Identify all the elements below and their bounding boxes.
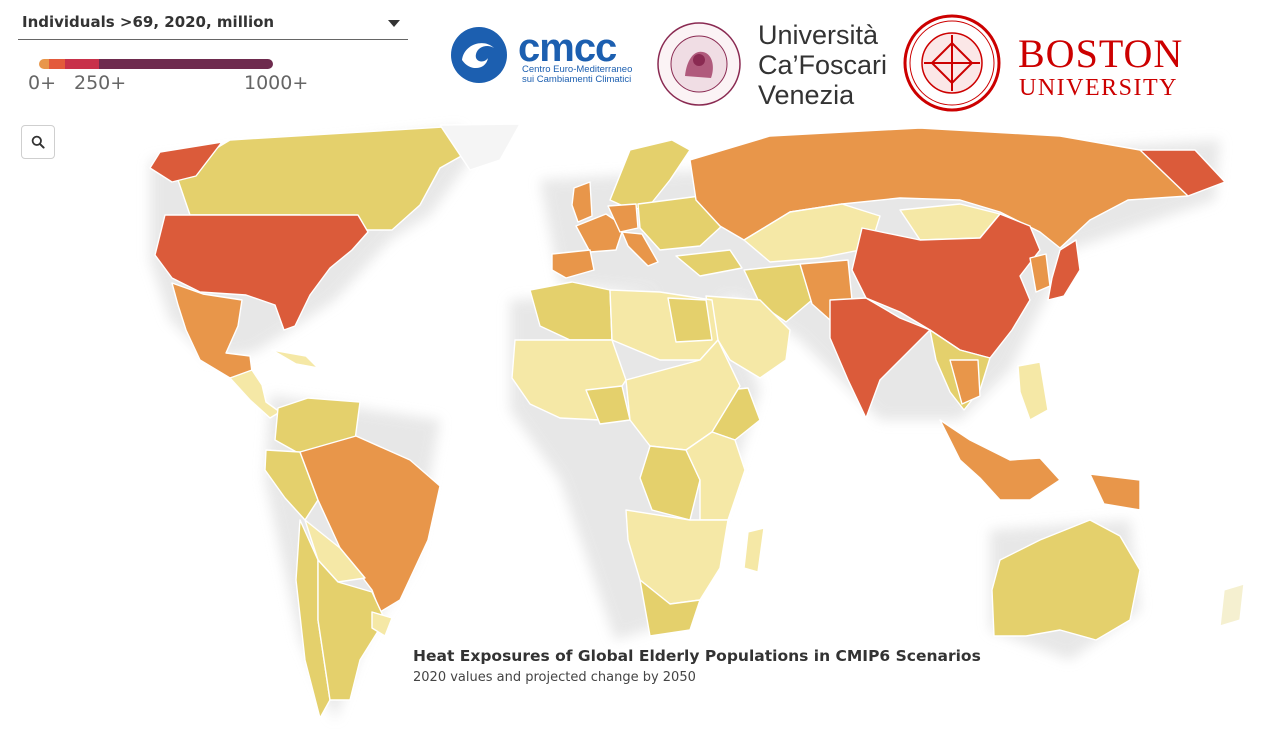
map-country-spain[interactable] (551, 249, 595, 279)
map-country-turkey[interactable] (675, 249, 743, 277)
cmcc-wordmark: cmcc (518, 26, 617, 70)
map-country-russia-far-east[interactable] (1139, 149, 1226, 197)
cafoscari-seal-icon (657, 22, 741, 106)
legend-label-mid: 250+ (74, 72, 127, 94)
map-country-germany[interactable] (607, 203, 639, 233)
map-country-australia[interactable] (991, 519, 1141, 641)
map-country-uruguay[interactable] (371, 611, 393, 637)
cafoscari-line2: Ca’Foscari (758, 50, 888, 80)
map-country-france[interactable] (575, 213, 625, 253)
chevron-down-icon (388, 20, 400, 27)
map-country-india[interactable] (829, 297, 931, 419)
cmcc-logo-icon (451, 27, 507, 83)
boston-line1: BOSTON (1018, 31, 1184, 76)
map-country-south-africa[interactable] (639, 579, 701, 637)
map-country-central-america[interactable] (229, 369, 281, 419)
legend-segment (65, 59, 99, 69)
map-country-greenland[interactable] (439, 123, 521, 171)
map-country-madagascar[interactable] (743, 527, 765, 573)
map-country-philippines[interactable] (1017, 361, 1049, 421)
map-country-canada[interactable] (177, 125, 473, 231)
map-country-usa[interactable] (154, 214, 369, 331)
map-country-argentina[interactable] (317, 559, 386, 701)
map-country-alaska[interactable] (149, 141, 223, 183)
map-country-japan[interactable] (1047, 239, 1081, 301)
cafoscari-line3: Venezia (758, 80, 855, 110)
legend-label-max: 1000+ (244, 72, 309, 94)
map-country-egypt[interactable] (667, 297, 713, 343)
map-country-bolivia-paraguay[interactable] (304, 519, 366, 583)
map-country-iran[interactable] (743, 263, 813, 323)
legend-segment (99, 59, 273, 69)
color-legend-bar (39, 59, 273, 69)
cmcc-subtitle-line1: Centro Euro-Mediterraneo (522, 64, 633, 75)
boston-line2: UNIVERSITY (1019, 75, 1178, 101)
legend-segment (39, 59, 49, 69)
metric-selector[interactable]: Individuals >69, 2020, million (18, 8, 408, 40)
cmcc-subtitle-line2: sui Cambiamenti Climatici (522, 74, 632, 85)
map-country-papua[interactable] (1089, 473, 1141, 511)
legend-segment (49, 59, 65, 69)
map-country-thailand-vietnam[interactable] (949, 359, 981, 405)
map-country-uk[interactable] (571, 181, 593, 223)
map-title: Heat Exposures of Global Elderly Populat… (413, 647, 981, 665)
map-country-brazil[interactable] (299, 435, 441, 613)
map-subtitle: 2020 values and projected change by 2050 (413, 670, 696, 685)
boston-university-seal-icon (903, 14, 1001, 112)
legend-label-min: 0+ (28, 72, 57, 94)
metric-selector-value: Individuals >69, 2020, million (22, 13, 275, 31)
map-country-italy[interactable] (621, 231, 659, 267)
map-country-china[interactable] (851, 213, 1041, 359)
map-country-caribbean[interactable] (271, 349, 319, 369)
search-icon (31, 135, 45, 149)
map-country-mexico[interactable] (171, 282, 253, 379)
search-button[interactable] (21, 125, 55, 159)
map-country-indonesia[interactable] (939, 419, 1061, 501)
map-country-new-zealand[interactable] (1219, 583, 1245, 627)
cafoscari-line1: Università (758, 20, 879, 50)
